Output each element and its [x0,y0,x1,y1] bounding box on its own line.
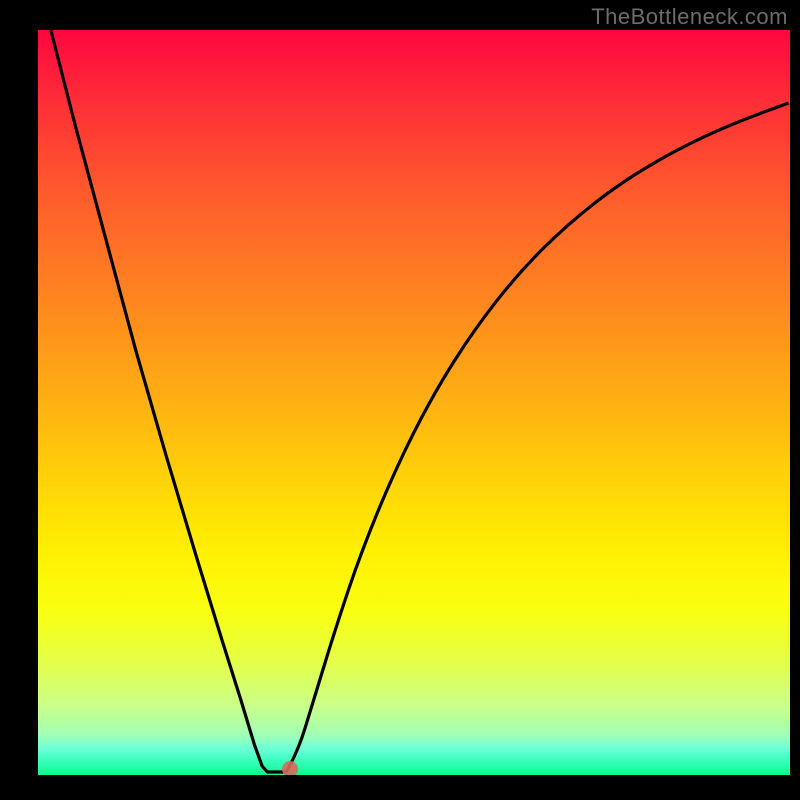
plot-area [38,30,790,775]
plot-frame-edge [0,0,38,800]
watermark-text: TheBottleneck.com [591,4,788,30]
optimum-marker [282,761,298,775]
plot-frame-edge [790,0,800,800]
curve-path [51,30,789,772]
bottleneck-curve [38,30,790,775]
plot-frame-edge [0,775,800,800]
